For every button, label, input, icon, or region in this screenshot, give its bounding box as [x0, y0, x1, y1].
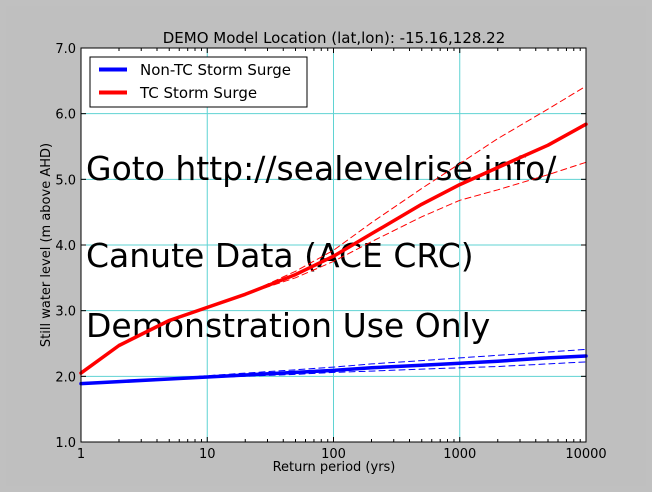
y-tick-label: 4.0 [55, 239, 76, 254]
x-tick-label: 10 [199, 447, 216, 462]
y-axis-label: Still water level (m above AHD) [39, 143, 54, 347]
y-tick-label: 7.0 [55, 42, 76, 57]
grid [81, 48, 586, 442]
series-line-tc-lower-bound [244, 161, 587, 295]
x-tick-label: 10000 [565, 447, 606, 462]
ticks: 1 10 100 1000 10000 1.0 2.0 3.0 4.0 5.0 6.0 7.0 [55, 42, 606, 462]
y-tick-label: 3.0 [55, 305, 76, 320]
series-line-tc-upper-bound [244, 85, 587, 295]
chart: Goto http://sealevelrise.info/ Canute Da… [39, 29, 607, 475]
legend-box [89, 56, 308, 108]
y-tick-label: 5.0 [55, 173, 76, 188]
legend-label-tc: TC Storm Surge [139, 84, 257, 102]
figure-frame: Goto http://sealevelrise.info/ Canute Da… [6, 6, 646, 486]
watermark-line-3: Demonstration Use Only [86, 306, 490, 345]
x-tick-label: 1000 [443, 447, 476, 462]
legend-label-non-tc: Non-TC Storm Surge [140, 61, 291, 79]
x-axis-label: Return period (yrs) [273, 460, 396, 475]
legend: Non-TC Storm Surge TC Storm Surge [89, 56, 308, 108]
series-line-non-tc-upper-bound [168, 348, 587, 379]
y-tick-label: 6.0 [55, 108, 76, 123]
watermark: Goto http://sealevelrise.info/ Canute Da… [86, 149, 557, 345]
series-line-tc-storm-surge [79, 122, 588, 375]
series-layer [79, 85, 588, 386]
chart-title: DEMO Model Location (lat,lon): -15.16,12… [163, 29, 506, 47]
x-tick-label: 100 [321, 447, 346, 462]
series-line-non-tc-lower-bound [168, 361, 587, 380]
y-tick-label: 1.0 [55, 436, 76, 451]
x-tick-label: 1 [77, 447, 85, 462]
plot-border [80, 47, 587, 443]
watermark-line-2: Canute Data (ACE CRC) [86, 236, 474, 275]
watermark-line-1: Goto http://sealevelrise.info/ [86, 149, 557, 188]
y-tick-label: 2.0 [55, 370, 76, 385]
